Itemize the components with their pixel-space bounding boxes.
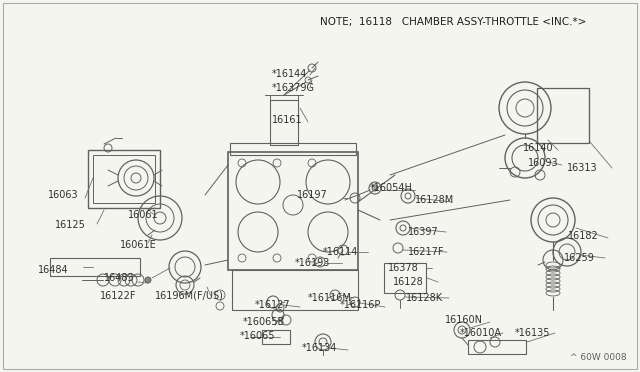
Text: *16065B: *16065B	[243, 317, 285, 327]
Bar	[537, 88, 589, 143]
Text: 16313: 16313	[567, 163, 598, 173]
Circle shape	[145, 277, 151, 283]
Bar	[384, 263, 426, 293]
Bar	[93, 155, 155, 203]
Text: 16182: 16182	[568, 231, 599, 241]
Text: *16144: *16144	[272, 69, 307, 79]
Text: 16483: 16483	[104, 273, 134, 283]
Text: 16378: 16378	[388, 263, 419, 273]
Text: 16259: 16259	[564, 253, 595, 263]
Text: 16484: 16484	[38, 265, 68, 275]
Text: *16116M: *16116M	[308, 293, 352, 303]
Text: *16135: *16135	[515, 328, 550, 338]
Text: 16197: 16197	[297, 190, 328, 200]
Text: 16397: 16397	[408, 227, 439, 237]
Text: *16193: *16193	[295, 258, 330, 268]
Text: *16010A: *16010A	[460, 328, 502, 338]
Text: 16160N: 16160N	[445, 315, 483, 325]
Text: *16127: *16127	[255, 300, 291, 310]
Text: 16196M(F/US): 16196M(F/US)	[155, 290, 224, 300]
Text: 16093: 16093	[528, 158, 559, 168]
Text: NOTE;  16118   CHAMBER ASSY-THROTTLE <INC.*>: NOTE; 16118 CHAMBER ASSY-THROTTLE <INC.*…	[320, 17, 586, 27]
Text: 16128M: 16128M	[415, 195, 454, 205]
Text: *16116P: *16116P	[340, 300, 381, 310]
Bar	[468, 340, 526, 354]
Text: *16114: *16114	[323, 247, 358, 257]
Bar	[50, 258, 140, 276]
Text: *16379G: *16379G	[272, 83, 315, 93]
Text: *16134: *16134	[302, 343, 337, 353]
Text: 16217F: 16217F	[408, 247, 445, 257]
Text: ^ 60W 0008: ^ 60W 0008	[570, 353, 627, 362]
Bar	[230, 143, 356, 155]
Text: 16063: 16063	[48, 190, 79, 200]
Text: *16065: *16065	[240, 331, 275, 341]
Text: 16128: 16128	[393, 277, 424, 287]
Bar	[228, 152, 358, 270]
Text: 16161: 16161	[272, 115, 303, 125]
Text: 16122F: 16122F	[100, 291, 136, 301]
Text: 16128K: 16128K	[406, 293, 443, 303]
Bar	[262, 330, 290, 344]
Text: *16054H: *16054H	[370, 183, 413, 193]
Bar	[232, 270, 358, 310]
Text: 16125: 16125	[55, 220, 86, 230]
Bar	[88, 150, 160, 208]
Bar	[270, 100, 298, 145]
Text: 16061: 16061	[128, 210, 159, 220]
Circle shape	[372, 185, 378, 191]
Text: 16061E: 16061E	[120, 240, 157, 250]
Text: 16140: 16140	[523, 143, 554, 153]
